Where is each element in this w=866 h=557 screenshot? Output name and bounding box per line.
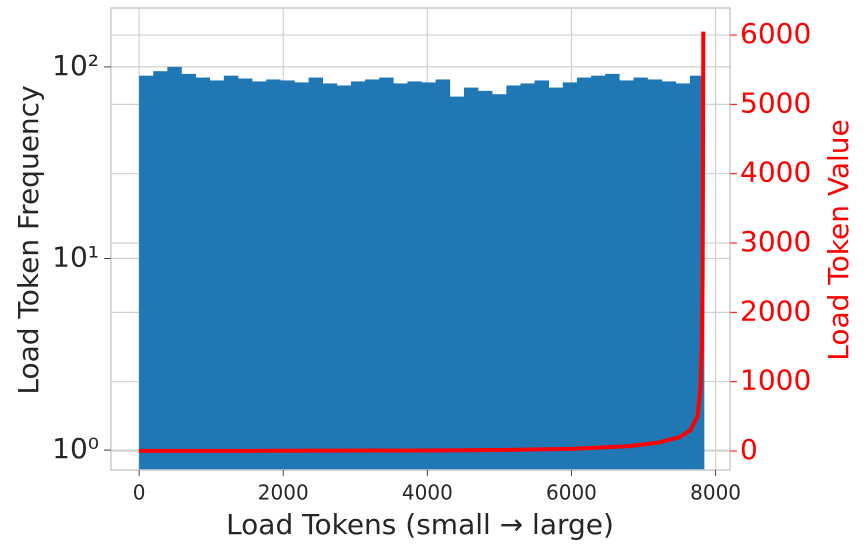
bar <box>365 79 380 471</box>
bar <box>393 83 408 470</box>
bar <box>675 83 691 470</box>
bar <box>167 66 182 470</box>
y2-tick-label: 3000 <box>740 225 811 258</box>
bar <box>223 75 239 470</box>
y2-tick-label: 0 <box>740 433 758 466</box>
bar <box>195 77 211 471</box>
bar <box>506 85 521 471</box>
bar <box>181 73 196 471</box>
bar <box>280 80 295 470</box>
bar <box>647 79 662 471</box>
bar <box>478 90 493 471</box>
bar <box>520 83 535 470</box>
bar <box>294 82 309 470</box>
x-axis-label: Load Tokens (small → large) <box>226 508 614 541</box>
bar <box>379 77 394 471</box>
bar <box>350 81 366 471</box>
bar <box>576 77 592 471</box>
bar <box>591 75 606 470</box>
bar <box>153 71 168 470</box>
y-tick-label: 10² <box>52 49 99 82</box>
bar <box>633 77 648 471</box>
bar <box>252 81 267 471</box>
bar <box>266 79 281 471</box>
bar <box>308 77 324 471</box>
y-tick-label: 10⁰ <box>52 432 99 465</box>
y2-tick-label: 6000 <box>740 17 811 50</box>
bar <box>209 80 225 470</box>
bar <box>562 82 578 470</box>
bar <box>435 79 451 471</box>
bar <box>548 87 564 470</box>
bar <box>492 94 507 471</box>
bar <box>237 78 253 471</box>
y-axis-label: Load Token Frequency <box>12 85 45 394</box>
bar <box>336 85 352 471</box>
y2-tick-label: 1000 <box>740 364 811 397</box>
x-tick-label: 4000 <box>402 481 453 505</box>
y2-tick-label: 4000 <box>740 156 811 189</box>
bar <box>421 82 437 470</box>
y2-tick-label: 5000 <box>740 86 811 119</box>
x-tick-label: 2000 <box>258 481 309 505</box>
bar <box>605 73 620 471</box>
bar <box>463 87 479 470</box>
bar <box>534 80 549 470</box>
x-tick-label: 8000 <box>690 481 741 505</box>
line <box>139 31 706 453</box>
bar <box>619 80 634 470</box>
y2-axis-label: Load Token Value <box>822 119 855 361</box>
x-tick-label: 0 <box>133 481 146 505</box>
y-tick-label: 10¹ <box>52 240 99 273</box>
x-tick-label: 6000 <box>546 481 597 505</box>
bar <box>449 96 465 470</box>
bar <box>139 75 154 470</box>
plot-frame <box>110 7 731 471</box>
bar <box>661 81 677 471</box>
bar <box>407 81 422 471</box>
y2-tick-label: 2000 <box>740 294 811 327</box>
bar <box>322 83 338 470</box>
